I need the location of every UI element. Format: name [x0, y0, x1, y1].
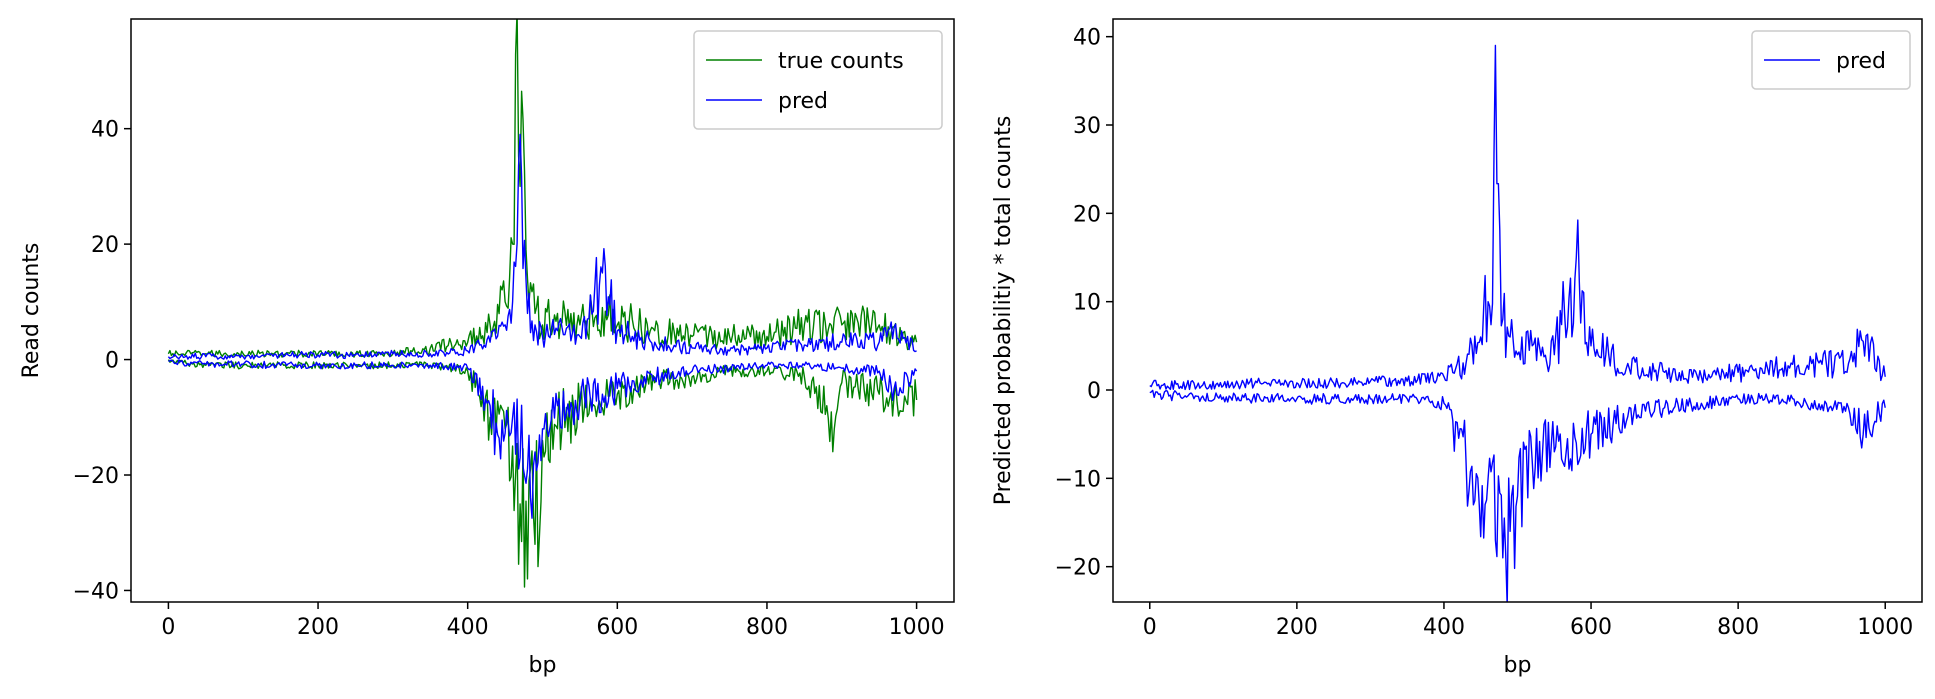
y-tick-label: −40	[73, 579, 119, 604]
axes-frame	[130, 18, 955, 603]
series-line-pred-positive	[1149, 44, 1886, 391]
x-axis-label: bp	[529, 653, 557, 678]
series-line-pred-negative	[1149, 389, 1886, 602]
series-line-true-counts-negative	[167, 359, 918, 588]
y-tick-label: −20	[73, 464, 119, 489]
x-tick-label: 1000	[889, 615, 945, 640]
x-tick-label: 400	[447, 615, 489, 640]
series-line-pred-negative	[168, 359, 918, 519]
y-tick-label: 20	[91, 233, 119, 258]
x-tick-label: 800	[1717, 615, 1759, 640]
x-tick-label: 800	[746, 615, 788, 640]
y-tick-label: −10	[1055, 467, 1101, 492]
x-axis-label: bp	[1504, 653, 1532, 678]
legend-box	[693, 30, 943, 130]
y-tick-label: 30	[1073, 114, 1101, 139]
left-chart-panel: 0 200 400 600 800 1000 −40 −20 0 20 40 bp Read count…	[19, 18, 955, 678]
plot-area	[1149, 44, 1886, 602]
x-tick-label: 600	[1570, 615, 1612, 640]
y-axis-label: Predicted probabilitiy * total counts	[991, 116, 1016, 506]
x-tick-label: 200	[1276, 615, 1318, 640]
y-axis-label: Read counts	[19, 243, 44, 379]
x-tick-label: 200	[297, 615, 339, 640]
legend-label: true counts	[778, 49, 904, 74]
y-tick-label: 40	[1073, 26, 1101, 51]
y-tick-label: 0	[105, 349, 119, 374]
plot-area	[167, 19, 918, 588]
legend-box	[1751, 30, 1911, 90]
y-tick-label: 10	[1073, 291, 1101, 316]
y-tick-label: 0	[1087, 379, 1101, 404]
y-tick-label: 20	[1073, 202, 1101, 227]
x-tick-label: 0	[1143, 615, 1157, 640]
x-tick-label: 600	[596, 615, 638, 640]
right-chart-panel: 0 200 400 600 800 1000 −20 −10 0 10 20 30 40 bp Predic…	[991, 18, 1923, 678]
axes-frame	[1112, 18, 1923, 603]
x-tick-label: 0	[161, 615, 175, 640]
x-tick-label: 400	[1423, 615, 1465, 640]
series-line-pred-positive	[167, 133, 917, 360]
y-tick-label: 40	[91, 118, 119, 143]
x-tick-label: 1000	[1857, 615, 1913, 640]
legend-label: pred	[778, 89, 828, 114]
legend-label: pred	[1836, 49, 1886, 74]
y-tick-label: −20	[1055, 556, 1101, 581]
